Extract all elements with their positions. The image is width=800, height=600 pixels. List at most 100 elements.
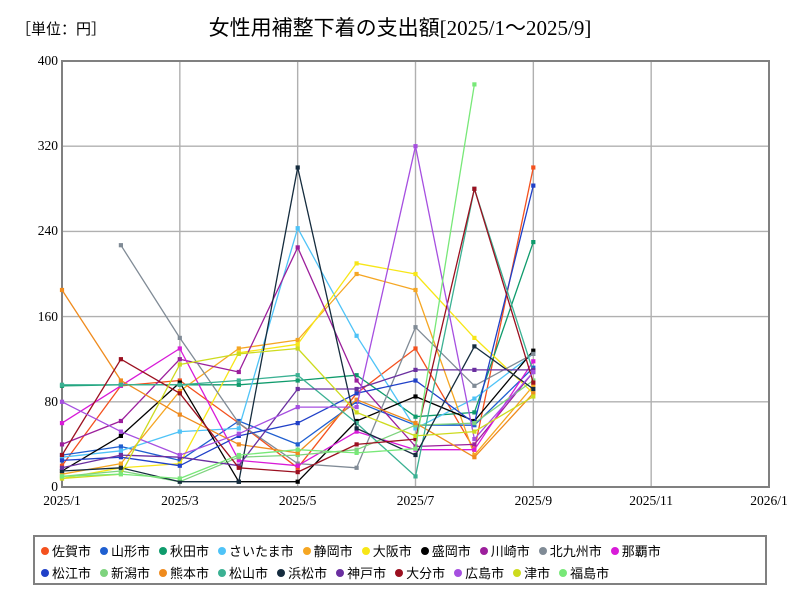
legend-marker-icon: [513, 569, 522, 577]
series-marker: [413, 446, 418, 451]
series-marker: [118, 444, 123, 449]
series-marker: [413, 394, 418, 399]
series-marker: [295, 245, 300, 250]
series-marker: [59, 442, 65, 447]
series-marker: [177, 412, 182, 417]
series-marker: [295, 226, 300, 231]
series-marker: [413, 367, 418, 372]
series-marker: [236, 452, 241, 458]
y-axis-tick-label: 0: [51, 479, 58, 494]
legend-item-秋田市[interactable]: 秋田市: [159, 545, 209, 558]
x-axis-ticks: 2025/1 2025/3 2025/5 2025/7 2025/9 2025/11 202…: [0, 493, 800, 517]
legend-item-松江市[interactable]: 松江市: [41, 567, 91, 580]
series-marker: [413, 287, 418, 293]
series-marker: [295, 447, 300, 452]
series-marker: [413, 414, 418, 419]
series-marker: [236, 421, 241, 426]
series-marker: [177, 362, 182, 367]
legend-item-山形市[interactable]: 山形市: [100, 545, 150, 558]
legend-marker-icon: [41, 547, 49, 555]
legend-item-那覇市[interactable]: 那覇市: [610, 545, 661, 558]
legend-item-さいたま市[interactable]: さいたま市: [218, 545, 294, 558]
legend-marker-icon: [559, 569, 568, 577]
legend-marker-icon: [41, 569, 49, 577]
series-marker: [295, 450, 300, 455]
series-marker: [472, 186, 477, 191]
legend-marker-icon: [479, 547, 488, 555]
series-marker: [295, 373, 300, 378]
series-marker: [295, 342, 300, 347]
series-marker: [236, 465, 241, 470]
legend-marker-icon: [100, 569, 109, 577]
legend-marker-icon: [610, 547, 619, 555]
legend-item-川崎市[interactable]: 川崎市: [479, 545, 530, 558]
legend-item-大阪市[interactable]: 大阪市: [361, 545, 412, 558]
legend-label: 北九州市: [549, 543, 602, 559]
y-axis-tick-label: 240: [37, 223, 58, 239]
legend-item-広島市[interactable]: 広島市: [454, 567, 504, 580]
series-marker: [59, 421, 65, 426]
legend-marker-icon: [454, 569, 463, 577]
legend-item-熊本市[interactable]: 熊本市: [159, 567, 209, 580]
legend-label: 熊本市: [170, 565, 210, 581]
series-marker: [236, 431, 241, 436]
legend: 佐賀市 山形市 秋田市 さいたま市 静岡市 大阪市 盛岡市 川崎市 北九州市 那覇市松江市 新潟市 熊…: [33, 535, 767, 585]
series-marker: [177, 335, 182, 340]
series-marker: [472, 447, 477, 452]
y-axis-tick-label: 320: [37, 138, 58, 154]
series-marker: [413, 325, 418, 330]
series-marker: [118, 382, 123, 387]
series-marker: [236, 433, 241, 438]
series-marker: [118, 472, 123, 477]
series-marker: [59, 452, 65, 458]
series-marker: [236, 442, 241, 447]
series-marker: [354, 450, 359, 455]
legend-label: 松山市: [229, 565, 269, 581]
x-axis-tick-label: 2025/11: [629, 493, 674, 508]
series-marker: [236, 455, 241, 460]
legend-item-大分市[interactable]: 大分市: [395, 567, 445, 580]
series-marker: [236, 351, 241, 356]
series-marker: [295, 470, 300, 475]
series-marker: [177, 346, 182, 351]
legend-item-静岡市[interactable]: 静岡市: [302, 545, 353, 558]
data-series: [59, 144, 536, 458]
x-axis-tick-label: 2025/5: [278, 493, 317, 508]
series-marker: [472, 335, 477, 340]
series-marker: [354, 429, 359, 434]
plot-area: [0, 55, 800, 495]
series-marker: [177, 389, 182, 394]
series-marker: [118, 448, 123, 453]
legend-marker-icon: [277, 569, 286, 577]
data-series: [59, 165, 536, 484]
series-marker: [531, 351, 536, 356]
legend-row: 佐賀市 山形市 秋田市 さいたま市 静岡市 大阪市 盛岡市 川崎市 北九州市 那覇市: [41, 540, 759, 562]
legend-label: 新潟市: [111, 565, 151, 581]
legend-item-津市[interactable]: 津市: [513, 567, 550, 580]
series-marker: [531, 165, 536, 170]
series-marker: [472, 429, 477, 434]
series-marker: [531, 380, 536, 385]
legend-item-盛岡市[interactable]: 盛岡市: [420, 545, 471, 558]
legend-item-福島市[interactable]: 福島市: [559, 567, 609, 580]
series-marker: [472, 452, 477, 458]
series-marker: [531, 383, 536, 388]
series-marker: [177, 452, 182, 458]
series-marker: [472, 396, 477, 401]
legend-item-新潟市[interactable]: 新潟市: [100, 567, 150, 580]
series-marker: [354, 391, 359, 396]
legend-item-神戸市[interactable]: 神戸市: [336, 567, 386, 580]
legend-item-佐賀市[interactable]: 佐賀市: [41, 545, 91, 558]
series-marker: [472, 455, 477, 460]
legend-item-松山市[interactable]: 松山市: [218, 567, 268, 580]
y-axis-tick-label: 160: [37, 308, 58, 324]
legend-item-浜松市[interactable]: 浜松市: [277, 567, 327, 580]
series-marker: [295, 346, 300, 351]
series-marker: [59, 458, 65, 463]
x-axis-tick-label: 2025/3: [161, 493, 199, 508]
series-marker: [177, 455, 182, 460]
series-marker: [354, 333, 359, 338]
legend-item-北九州市[interactable]: 北九州市: [538, 543, 602, 559]
legend-label: 秋田市: [170, 543, 210, 559]
series-marker: [177, 391, 182, 396]
